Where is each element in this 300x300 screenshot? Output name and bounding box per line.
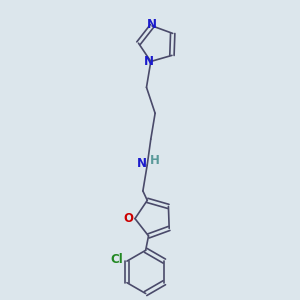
Text: N: N	[144, 55, 154, 68]
Text: O: O	[124, 212, 134, 225]
Text: H: H	[150, 154, 160, 166]
Text: Cl: Cl	[110, 253, 123, 266]
Text: N: N	[136, 157, 146, 170]
Text: N: N	[147, 18, 157, 31]
